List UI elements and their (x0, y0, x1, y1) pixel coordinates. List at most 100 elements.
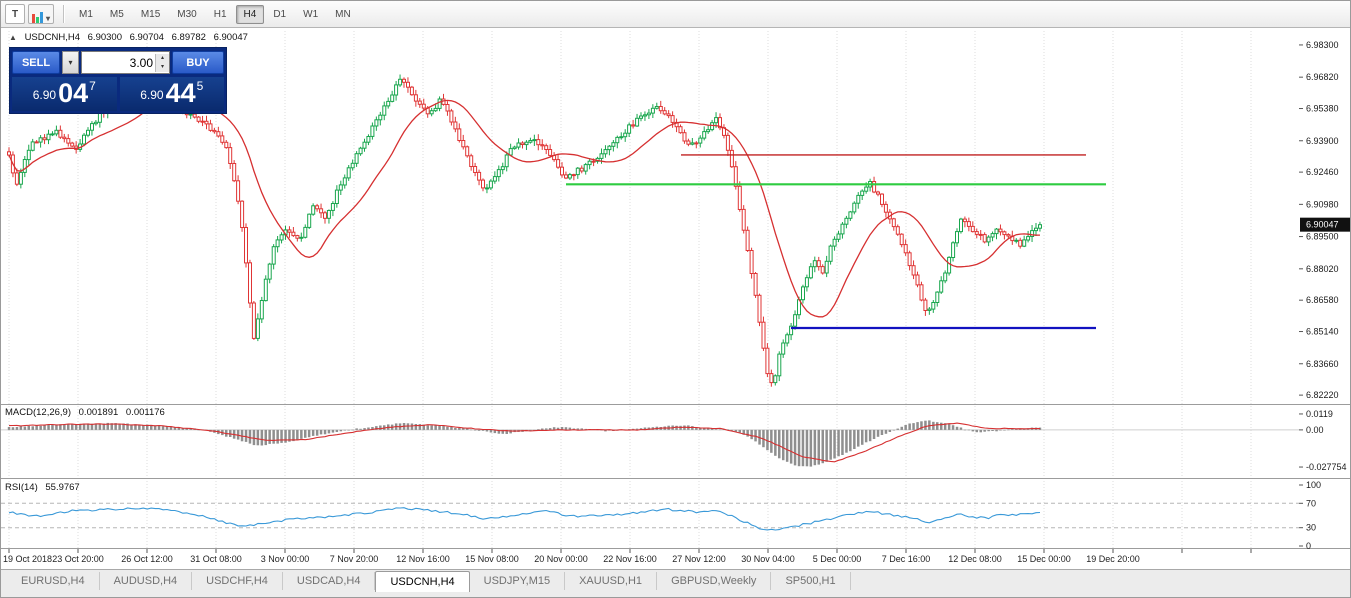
svg-text:30 Nov 04:00: 30 Nov 04:00 (741, 554, 795, 564)
timeframe-W1[interactable]: W1 (303, 8, 319, 20)
toolbar-separator (63, 5, 66, 23)
rsi-label: RSI(14) 55.9767 (5, 482, 85, 493)
buy-price[interactable]: 6.90 44 5 (119, 77, 224, 111)
svg-text:-0.027754: -0.027754 (1306, 462, 1347, 472)
trade-panel-controls: SELL ▾ ▴ ▾ BUY (12, 50, 224, 75)
current-price-badge: 6.90047 (1300, 217, 1350, 232)
chart-tab-USDCAD-H4[interactable]: USDCAD,H4 (283, 572, 376, 590)
lot-size-input[interactable] (82, 54, 155, 71)
svg-text:30: 30 (1306, 523, 1316, 533)
indicator-bar-blue (40, 12, 43, 23)
chart-tab-AUDUSD-H4[interactable]: AUDUSD,H4 (100, 572, 193, 590)
timeframe-D1[interactable]: D1 (273, 8, 287, 20)
svg-text:6.89500: 6.89500 (1306, 232, 1339, 242)
macd-panel: 0.0119 0.00 -0.027754 (1, 409, 1347, 472)
chart-tab-USDJPY-M15[interactable]: USDJPY,M15 (470, 572, 566, 590)
time-axis[interactable]: 19 Oct 2018 23 Oct 20:00 26 Oct 12:00 31 Oc… (3, 549, 1252, 564)
lot-increase-button[interactable]: ▴ (156, 53, 169, 63)
rsi-name: RSI(14) (5, 482, 38, 493)
timeframe-group: M1 M5 M15 M30 H1 H4 D1 W1 MN (71, 4, 359, 24)
sell-price-sup: 7 (89, 79, 96, 93)
macd-value-1: 0.001891 (78, 407, 119, 418)
svg-text:3 Nov 00:00: 3 Nov 00:00 (261, 554, 310, 564)
sell-price[interactable]: 6.90 04 7 (12, 77, 117, 111)
up-triangle-icon: ▲ (9, 33, 17, 42)
svg-text:6.90980: 6.90980 (1306, 199, 1339, 209)
chart-tab-XAUUSD-H1[interactable]: XAUUSD,H1 (565, 572, 658, 590)
grid (8, 31, 1252, 549)
svg-text:27 Nov 12:00: 27 Nov 12:00 (672, 554, 726, 564)
svg-text:12 Nov 16:00: 12 Nov 16:00 (396, 554, 450, 564)
svg-text:7 Nov 20:00: 7 Nov 20:00 (330, 554, 379, 564)
macd-name: MACD(12,26,9) (5, 407, 71, 418)
templates-icon[interactable]: T (5, 4, 25, 24)
chevron-down-icon: ▾ (46, 14, 51, 23)
macd-label: MACD(12,26,9) 0.001891 0.001176 (5, 407, 170, 418)
indicator-bar-green (36, 17, 39, 23)
price-axis[interactable]: 6.98300 6.96820 6.95380 6.93900 6.92460 6.909… (1299, 40, 1339, 400)
timeframe-H4[interactable]: H4 (235, 4, 265, 24)
svg-text:19 Oct 2018: 19 Oct 2018 (3, 554, 52, 564)
chart-tab-USDCHF-H4[interactable]: USDCHF,H4 (192, 572, 283, 590)
indicator-bar-red (32, 14, 35, 23)
lot-size-box: ▴ ▾ (81, 51, 170, 74)
timeframe-M30[interactable]: M30 (177, 8, 197, 20)
indicators-icon[interactable]: ▾ (28, 4, 55, 24)
buy-price-big: 44 (165, 78, 196, 108)
ohlc-low: 6.89782 (171, 32, 206, 43)
timeframe-M15[interactable]: M15 (140, 8, 161, 20)
svg-text:6.85140: 6.85140 (1306, 327, 1339, 337)
svg-text:0.00: 0.00 (1306, 425, 1324, 435)
chart-tab-USDCNH-H4[interactable]: USDCNH,H4 (375, 571, 470, 592)
svg-text:6.86580: 6.86580 (1306, 295, 1339, 305)
ohlc-high: 6.90704 (129, 32, 164, 43)
timeframe-M5[interactable]: M5 (109, 8, 124, 20)
ohlc-close: 6.90047 (213, 32, 248, 43)
svg-text:5 Dec 00:00: 5 Dec 00:00 (813, 554, 862, 564)
svg-text:6.93900: 6.93900 (1306, 136, 1339, 146)
chevron-down-icon: ▾ (68, 58, 73, 67)
svg-text:12 Dec 08:00: 12 Dec 08:00 (948, 554, 1002, 564)
sell-button[interactable]: SELL (12, 51, 60, 74)
svg-text:31 Oct 08:00: 31 Oct 08:00 (190, 554, 242, 564)
lot-spinner: ▴ ▾ (155, 53, 169, 72)
buy-price-sup: 5 (196, 79, 204, 93)
svg-text:6.88020: 6.88020 (1306, 264, 1339, 274)
svg-text:22 Nov 16:00: 22 Nov 16:00 (603, 554, 657, 564)
trade-panel-prices: 6.90 04 7 6.90 44 5 (12, 77, 224, 111)
lot-decrease-button[interactable]: ▾ (156, 62, 169, 72)
chart-tab-EURUSD-H4[interactable]: EURUSD,H4 (7, 572, 100, 590)
trend-lines[interactable] (566, 154, 1106, 330)
svg-text:7 Dec 16:00: 7 Dec 16:00 (882, 554, 931, 564)
buy-button[interactable]: BUY (172, 51, 224, 74)
lot-presets-dropdown[interactable]: ▾ (62, 51, 79, 74)
svg-text:6.82220: 6.82220 (1306, 390, 1339, 400)
timeframe-MN[interactable]: MN (335, 8, 351, 20)
svg-text:100: 100 (1306, 480, 1321, 490)
rsi-panel: 100 70 30 0 (1, 480, 1321, 551)
chart-tab-GBPUSD-Weekly[interactable]: GBPUSD,Weekly (657, 572, 772, 590)
svg-text:15 Dec 00:00: 15 Dec 00:00 (1017, 554, 1071, 564)
timeframe-M1[interactable]: M1 (79, 8, 93, 20)
svg-text:15 Nov 08:00: 15 Nov 08:00 (465, 554, 519, 564)
symbol-name: USDCNH,H4 (24, 32, 80, 43)
one-click-trading-panel: SELL ▾ ▴ ▾ BUY 6.90 04 7 6.90 44 (9, 47, 227, 114)
svg-text:6.92460: 6.92460 (1306, 167, 1339, 177)
svg-text:70: 70 (1306, 498, 1316, 508)
panel-separators[interactable] (1, 404, 1351, 549)
sell-price-big: 04 (58, 78, 89, 108)
svg-text:6.83660: 6.83660 (1306, 359, 1339, 369)
top-toolbar: T ▾ M1 M5 M15 M30 H1 H4 D1 W1 MN (1, 1, 1350, 28)
svg-text:23 Oct 20:00: 23 Oct 20:00 (52, 554, 104, 564)
svg-text:19 Dec 20:00: 19 Dec 20:00 (1086, 554, 1140, 564)
chart-tabs: EURUSD,H4 AUDUSD,H4 USDCHF,H4 USDCAD,H4 USDC… (1, 569, 1350, 597)
sell-price-small: 6.90 (32, 88, 57, 102)
svg-text:0.0119: 0.0119 (1306, 409, 1333, 419)
chart-tab-SP500-H1[interactable]: SP500,H1 (771, 572, 851, 590)
ohlc-open: 6.90300 (87, 32, 122, 43)
symbol-ohlc-line: ▲ USDCNH,H4 6.90300 6.90704 6.89782 6.90… (9, 32, 253, 43)
timeframe-H1[interactable]: H1 (213, 8, 227, 20)
rsi-value: 55.9767 (45, 482, 80, 493)
svg-text:26 Oct 12:00: 26 Oct 12:00 (121, 554, 173, 564)
